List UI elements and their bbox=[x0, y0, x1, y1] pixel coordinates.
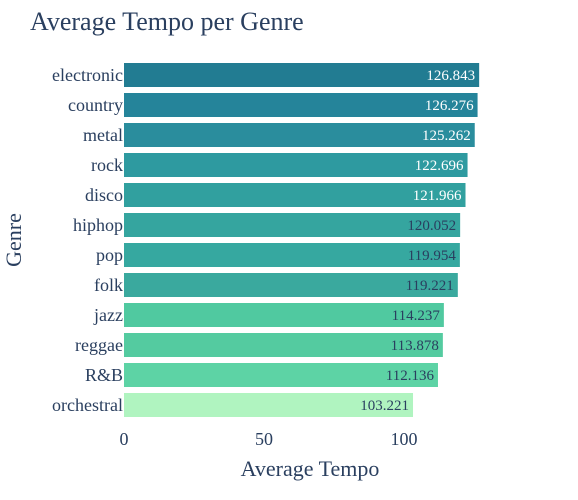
y-tick-label: rock bbox=[91, 155, 123, 175]
y-tick-label: folk bbox=[94, 275, 123, 295]
bar-metal bbox=[124, 123, 475, 147]
bar-value-label: 119.954 bbox=[408, 248, 457, 264]
x-axis-title: Average Tempo bbox=[241, 456, 380, 481]
bar-value-label: 119.221 bbox=[406, 278, 454, 294]
bar-reggae bbox=[124, 333, 443, 357]
y-tick-label: country bbox=[68, 95, 123, 115]
bar-rock bbox=[124, 153, 468, 177]
y-tick-labels: electronic country metal rock disco hiphop pop… bbox=[52, 65, 123, 415]
y-tick-label: pop bbox=[96, 245, 123, 265]
x-tick-label: 0 bbox=[120, 429, 129, 449]
bar-electronic bbox=[124, 63, 480, 87]
y-tick-label: reggae bbox=[75, 335, 123, 355]
y-tick-label: R&B bbox=[85, 365, 123, 385]
x-tick-labels: 0 50 100 bbox=[120, 429, 418, 449]
bar-folk bbox=[124, 273, 458, 297]
bar-value-label: 120.052 bbox=[407, 218, 456, 234]
bar-value-label: 114.237 bbox=[392, 308, 441, 324]
bar-value-label: 112.136 bbox=[386, 368, 435, 384]
y-tick-label: orchestral bbox=[52, 395, 123, 415]
x-tick-label: 100 bbox=[391, 429, 418, 449]
bar-pop bbox=[124, 243, 460, 267]
bar-value-label: 126.276 bbox=[425, 98, 474, 114]
x-tick-label: 50 bbox=[255, 429, 273, 449]
bar-value-label: 113.878 bbox=[391, 338, 439, 354]
bar-value-label: 103.221 bbox=[360, 398, 409, 414]
y-axis-title: Genre bbox=[1, 213, 26, 267]
y-tick-label: electronic bbox=[52, 65, 123, 85]
y-tick-label: jazz bbox=[93, 305, 123, 325]
bar-disco bbox=[124, 183, 466, 207]
bar-jazz bbox=[124, 303, 444, 327]
bar-hiphop bbox=[124, 213, 461, 237]
y-tick-label: hiphop bbox=[73, 215, 123, 235]
bar-value-label: 126.843 bbox=[426, 68, 475, 84]
bar-orchestral bbox=[124, 393, 414, 417]
bar-r-b bbox=[124, 363, 438, 387]
bar-value-label: 125.262 bbox=[422, 128, 471, 144]
bars: 126.843 126.276 125.262 122.696 121.966 120.0… bbox=[124, 63, 480, 417]
bar-value-label: 122.696 bbox=[415, 158, 464, 174]
y-tick-label: disco bbox=[85, 185, 123, 205]
bar-value-label: 121.966 bbox=[413, 188, 462, 204]
y-tick-label: metal bbox=[83, 125, 123, 145]
chart-title: Average Tempo per Genre bbox=[30, 7, 304, 36]
bar-country bbox=[124, 93, 478, 117]
